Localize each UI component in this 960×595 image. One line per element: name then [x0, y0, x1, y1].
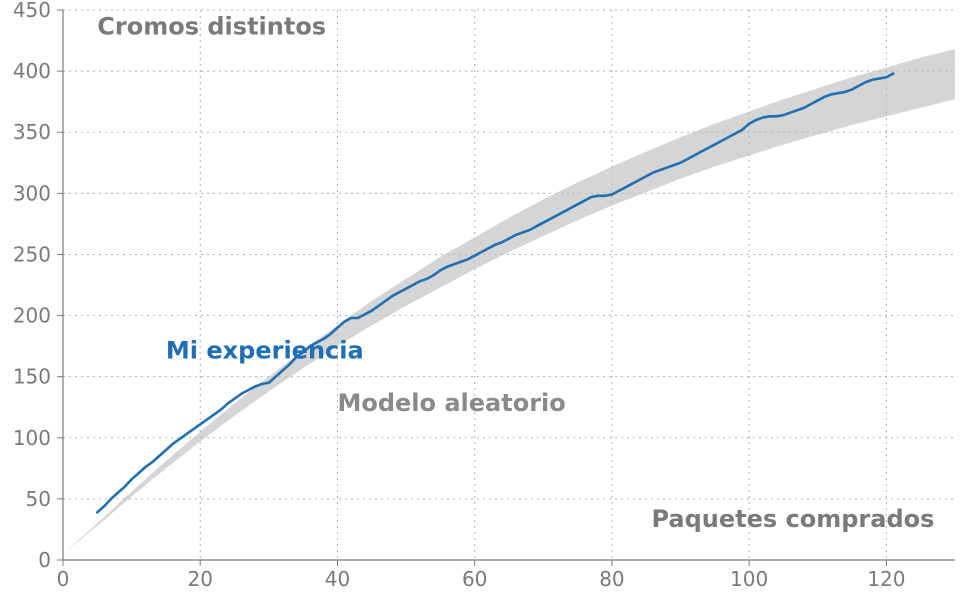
x-axis-label: Paquetes comprados [651, 505, 934, 533]
y-tick-label: 350 [13, 120, 51, 144]
x-tick-label: 60 [462, 567, 487, 591]
y-tick-label: 150 [13, 365, 51, 389]
x-tick-label: 20 [188, 567, 213, 591]
y-axis-label: Cromos distintos [97, 12, 326, 40]
y-tick-label: 450 [13, 0, 51, 22]
chart-container: 0 20 40 60 80 100 120 0 50 100 150 200 250 300 350 400 4… [0, 0, 960, 595]
y-tick-label: 50 [26, 487, 51, 511]
x-tick-label: 0 [57, 567, 70, 591]
y-tick-label: 400 [13, 59, 51, 83]
y-tick-label: 200 [13, 304, 51, 328]
x-tick-label: 100 [730, 567, 768, 591]
y-tick-label: 0 [38, 548, 51, 572]
x-tick-label: 120 [867, 567, 905, 591]
line-chart: 0 20 40 60 80 100 120 0 50 100 150 200 250 300 350 400 4… [0, 0, 960, 595]
y-tick-label: 300 [13, 181, 51, 205]
x-tick-label: 40 [325, 567, 350, 591]
y-tick-label: 100 [13, 426, 51, 450]
y-tick-label: 250 [13, 242, 51, 266]
model-series-label: Modelo aleatorio [337, 389, 565, 417]
experience-series-label: Mi experiencia [166, 336, 364, 364]
x-tick-label: 80 [599, 567, 624, 591]
